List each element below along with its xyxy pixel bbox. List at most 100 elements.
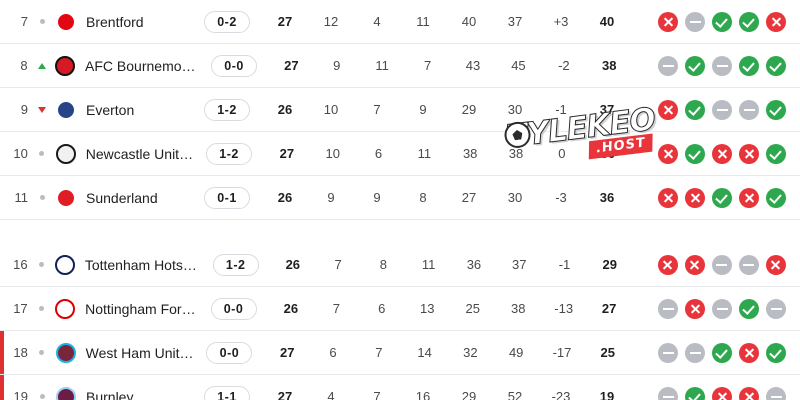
form-result-loss-icon[interactable]	[658, 187, 678, 208]
stat-goals-against: 45	[511, 58, 526, 73]
form-result-draw-icon[interactable]	[712, 99, 732, 120]
form-result-win-icon[interactable]	[739, 55, 760, 76]
form-result-draw-icon[interactable]	[738, 254, 759, 275]
form-result-loss-icon[interactable]	[712, 386, 732, 400]
stat-goals-for: 38	[462, 146, 478, 161]
stat-goal-difference: -17	[552, 345, 572, 360]
stat-goal-difference: -1	[558, 257, 571, 272]
last-match-score[interactable]: 0-0	[195, 341, 265, 364]
form-result-draw-icon[interactable]	[658, 55, 679, 76]
form-result-draw-icon[interactable]	[766, 298, 787, 319]
form-result-win-icon[interactable]	[685, 143, 705, 164]
stat-lost: 16	[415, 389, 431, 400]
form-result-loss-icon[interactable]	[684, 254, 705, 275]
form-result-draw-icon[interactable]	[685, 11, 705, 32]
team-name[interactable]: Nottingham Forest	[85, 300, 199, 317]
form-result-loss-icon[interactable]	[657, 254, 678, 275]
last-match-score[interactable]: 1-2	[201, 253, 270, 276]
form-result-draw-icon[interactable]	[658, 386, 678, 400]
form-result-loss-icon[interactable]	[712, 143, 732, 164]
form-result-win-icon[interactable]	[766, 342, 786, 363]
form-result-win-icon[interactable]	[685, 99, 705, 120]
stat-goals-for: 40	[461, 14, 477, 29]
form-result-draw-icon[interactable]	[766, 386, 786, 400]
form-result-win-icon[interactable]	[685, 55, 706, 76]
form-result-draw-icon[interactable]	[685, 342, 705, 363]
form-result-win-icon[interactable]	[739, 298, 760, 319]
form-result-loss-icon[interactable]	[765, 254, 786, 275]
form-result-win-icon[interactable]	[766, 143, 786, 164]
form-result-draw-icon[interactable]	[712, 298, 733, 319]
last-match-score[interactable]: 1-2	[194, 142, 264, 165]
table-row[interactable]: 19 Burnley 1-1 27 4 7 16 29 52 -23 19	[0, 375, 800, 400]
form-result-loss-icon[interactable]	[739, 386, 759, 400]
form-result-win-icon[interactable]	[685, 386, 705, 400]
form-result-loss-icon[interactable]	[685, 187, 705, 208]
team-name[interactable]: Sunderland	[86, 189, 158, 206]
form-result-draw-icon[interactable]	[658, 342, 678, 363]
table-row[interactable]: 16 Tottenham Hotspur 1-2 26 7 8 11 36 37 -1 29	[0, 243, 800, 287]
last-match-score[interactable]: 1-1	[192, 385, 262, 400]
form-result-draw-icon[interactable]	[712, 55, 733, 76]
recent-form	[632, 254, 800, 275]
team-crest-icon	[49, 55, 81, 76]
form-result-draw-icon[interactable]	[711, 254, 732, 275]
team-name[interactable]: Burnley	[86, 388, 134, 400]
form-result-loss-icon[interactable]	[685, 298, 706, 319]
form-result-win-icon[interactable]	[766, 55, 787, 76]
team-name[interactable]: AFC Bournemouth	[85, 57, 200, 74]
team-name[interactable]: Everton	[86, 101, 135, 118]
stat-lost: 13	[420, 301, 435, 316]
stat-goals-against: 37	[507, 14, 523, 29]
stat-lost: 11	[416, 14, 430, 29]
form-result-loss-icon[interactable]	[739, 187, 759, 208]
team-name[interactable]: Brentford	[86, 13, 144, 30]
table-row[interactable]: 17 Nottingham Forest 0-0 26 7 6 13 25 38 -13 27	[0, 287, 800, 331]
team-name[interactable]: Tottenham Hotspur	[84, 256, 202, 273]
last-match-score[interactable]: 1-2	[192, 98, 262, 121]
form-result-loss-icon[interactable]	[739, 342, 759, 363]
recent-form	[630, 187, 800, 208]
recent-form	[631, 143, 800, 164]
team-crest-icon	[49, 298, 81, 319]
stat-lost: 9	[419, 102, 427, 117]
form-result-draw-icon[interactable]	[739, 99, 759, 120]
form-result-loss-icon[interactable]	[766, 11, 786, 32]
stat-lost: 11	[421, 257, 436, 272]
recent-form	[630, 386, 800, 400]
movement-indicator-flat-icon	[34, 350, 50, 355]
form-result-win-icon[interactable]	[766, 187, 786, 208]
table-row[interactable]: 10 Newcastle United 1-2 27 10 6 11 38 38 0 36	[0, 132, 800, 176]
stat-points: 36	[600, 146, 615, 161]
row-position: 8	[20, 58, 28, 73]
last-match-score[interactable]: 0-1	[192, 186, 262, 209]
stat-goal-difference: -23	[551, 389, 571, 400]
recent-form	[630, 99, 800, 120]
form-result-loss-icon[interactable]	[658, 11, 678, 32]
last-match-score[interactable]: 0-2	[192, 10, 262, 33]
stat-goal-difference: -13	[554, 301, 574, 316]
table-row[interactable]: 8 AFC Bournemouth 0-0 27 9 11 7 43 45 -2 38	[0, 44, 800, 88]
team-name[interactable]: West Ham United	[85, 344, 195, 361]
form-result-loss-icon[interactable]	[658, 99, 678, 120]
stat-played: 26	[277, 190, 293, 205]
form-result-win-icon[interactable]	[712, 11, 732, 32]
stat-goals-for: 29	[461, 102, 477, 117]
form-result-win-icon[interactable]	[712, 187, 732, 208]
table-row[interactable]: 9 Everton 1-2 26 10 7 9 29 30 -1 37	[0, 88, 800, 132]
form-result-loss-icon[interactable]	[739, 143, 759, 164]
form-result-win-icon[interactable]	[766, 99, 786, 120]
table-section-gap	[0, 220, 800, 243]
last-match-score[interactable]: 0-0	[199, 297, 268, 320]
table-row[interactable]: 18 West Ham United 0-0 27 6 7 14 32 49 -17 25	[0, 331, 800, 375]
team-name[interactable]: Newcastle United	[85, 145, 195, 162]
form-result-draw-icon[interactable]	[658, 298, 679, 319]
form-result-win-icon[interactable]	[739, 11, 759, 32]
last-match-score[interactable]: 0-0	[200, 54, 269, 77]
stat-won: 10	[323, 102, 339, 117]
table-row[interactable]: 11 Sunderland 0-1 26 9 9 8 27 30 -3 36	[0, 176, 800, 220]
form-result-win-icon[interactable]	[712, 342, 732, 363]
table-row[interactable]: 7 Brentford 0-2 27 12 4 11 40 37 +3 40	[0, 0, 800, 44]
form-result-loss-icon[interactable]	[658, 143, 678, 164]
row-position: 17	[13, 301, 28, 316]
